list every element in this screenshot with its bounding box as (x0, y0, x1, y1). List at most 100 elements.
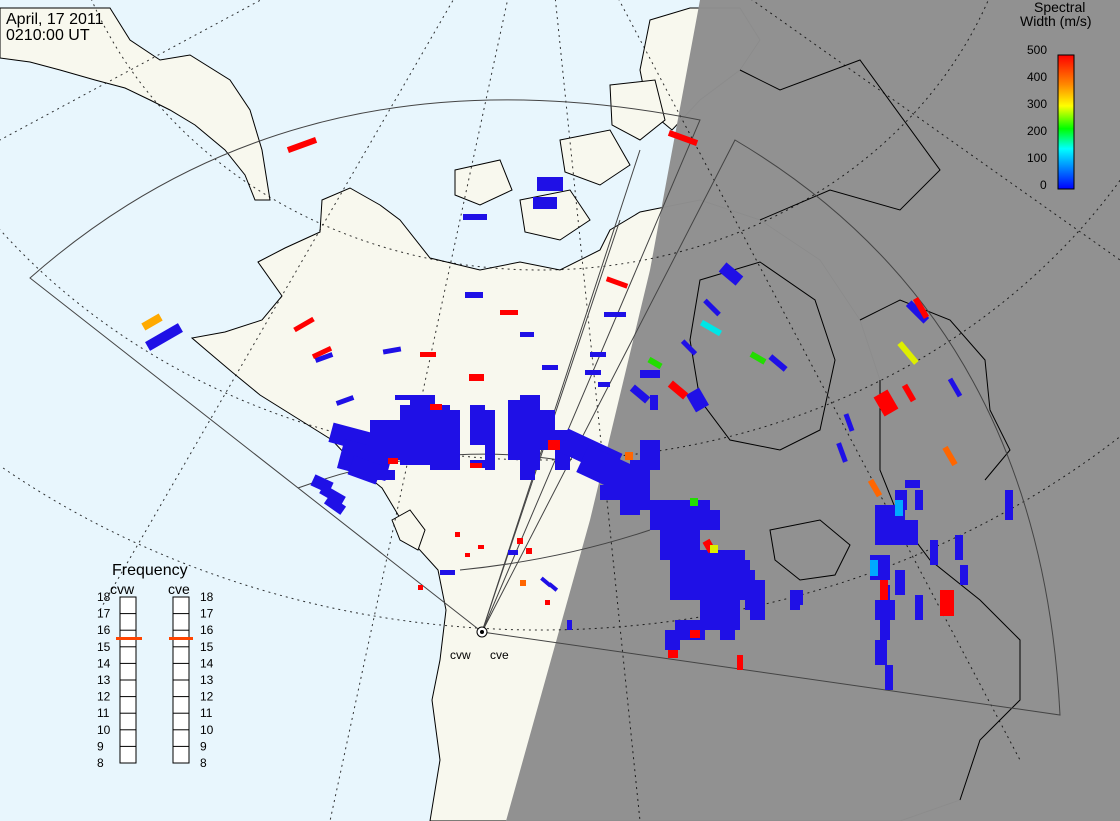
scatter-cell (640, 440, 660, 470)
frequency-grid-west (119, 596, 137, 764)
frequency-tick-right: 18 (200, 590, 214, 604)
frequency-tick-right: 11 (200, 706, 213, 720)
scatter-cell (567, 620, 572, 630)
colorbar-tick-500: 500 (1027, 43, 1047, 57)
scatter-cell (836, 442, 848, 463)
scatter-cell (880, 580, 888, 600)
frequency-tick-left: 11 (97, 706, 110, 720)
scatter-cell (418, 585, 423, 590)
frequency-tick-left: 14 (97, 656, 111, 670)
scatter-cell (720, 620, 735, 640)
scatter-cell (947, 377, 963, 398)
radar-east-label: cve (490, 648, 509, 662)
date-label: April, 17 2011 (6, 11, 104, 28)
scatter-cell (895, 500, 903, 516)
scatter-cell (843, 413, 855, 432)
arctic-island-1 (609, 79, 666, 141)
scatter-cell (900, 520, 918, 545)
fov-cvw (29, 99, 701, 633)
scatter-cell (665, 630, 680, 650)
scatter-cell (700, 510, 720, 530)
scatter-cell (465, 553, 470, 557)
frequency-tick-left: 8 (97, 756, 104, 770)
scatter-cell (520, 580, 526, 586)
scatter-cell (598, 382, 610, 387)
scatter-cell (508, 550, 518, 555)
frequency-title: Frequency (112, 562, 188, 579)
scatter-cell (545, 600, 550, 605)
scatter-cell (667, 380, 689, 400)
scatter-cell (629, 384, 651, 404)
frequency-tick-right: 16 (200, 623, 214, 637)
scatter-cell (650, 395, 658, 410)
scatter-cell (750, 600, 765, 620)
colorbar-gradient (1057, 54, 1075, 190)
fov-inner-arc-east (459, 529, 651, 571)
scatter-cell (604, 312, 626, 317)
scatter-cell (395, 395, 413, 400)
scatter-cell (905, 480, 920, 488)
scatter-cell (625, 452, 633, 460)
frequency-grid-east (172, 596, 190, 764)
scatter-cell (390, 430, 420, 450)
frequency-tick-left: 16 (97, 623, 111, 637)
scatter-cell (737, 655, 743, 670)
frequency-tick-left: 9 (97, 739, 104, 753)
scatter-cell (314, 352, 334, 363)
scatter-cell (790, 590, 800, 610)
frequency-tick-right: 8 (200, 756, 207, 770)
scatter-cell (667, 130, 699, 146)
scatter-cell (912, 296, 930, 320)
scatter-cell (875, 640, 887, 665)
colorbar-tick-300: 300 (1027, 97, 1047, 111)
frequency-tick-left: 18 (97, 590, 111, 604)
fov-cve (481, 139, 1061, 716)
scatter-cell (410, 395, 435, 415)
scatter-cell (585, 370, 601, 375)
frequency-col-east: cve (168, 581, 190, 597)
time-label: 0210:00 UT (6, 27, 90, 44)
scatter-cell (547, 582, 559, 592)
scatter-cell (520, 395, 540, 470)
scatter-cell (335, 395, 355, 406)
scatter-cell (897, 341, 919, 365)
frequency-tick-right: 13 (200, 673, 214, 687)
frequency-tick-left: 12 (97, 690, 111, 704)
scatter-cell (347, 455, 383, 485)
scatter-cell (630, 460, 650, 510)
scatter-cell (940, 590, 954, 616)
scatter-cell (930, 540, 938, 565)
scatter-cell (526, 548, 532, 554)
scatter-cell (901, 383, 917, 403)
scatter-cell (286, 137, 318, 153)
scatter-cell (870, 560, 878, 576)
night-coastlines (689, 59, 1021, 801)
scatter-cell (620, 500, 640, 515)
vancouver-island (391, 509, 426, 551)
scatter-cell (875, 600, 895, 620)
scatter-cell (430, 404, 442, 410)
scatter-cell (600, 485, 625, 500)
scatter-cell (915, 490, 923, 510)
scatter-cell (960, 565, 968, 585)
scatter-cell (942, 445, 958, 467)
frequency-tick-right: 10 (200, 723, 214, 737)
frequency-tick-right: 9 (200, 739, 207, 753)
scatter-cell (640, 370, 660, 378)
scatter-cell (873, 389, 899, 417)
scatter-cell (749, 351, 767, 365)
scatter-cell (915, 595, 923, 620)
scatter-cell (605, 276, 629, 289)
arctic-island-3 (559, 129, 631, 186)
scatter-cell (508, 400, 523, 460)
scatter-cell (465, 292, 483, 298)
radar-west-label: cvw (450, 648, 471, 662)
scatter-cell (311, 346, 333, 359)
scatter-cell (470, 405, 485, 445)
scatter-cell (955, 535, 963, 560)
colorbar: Spectral Width (m/s) 500 400 300 200 100… (1020, 0, 1092, 192)
scatter-cell (500, 310, 518, 315)
scatter-cell (690, 550, 745, 570)
scatter-cell (440, 570, 455, 575)
